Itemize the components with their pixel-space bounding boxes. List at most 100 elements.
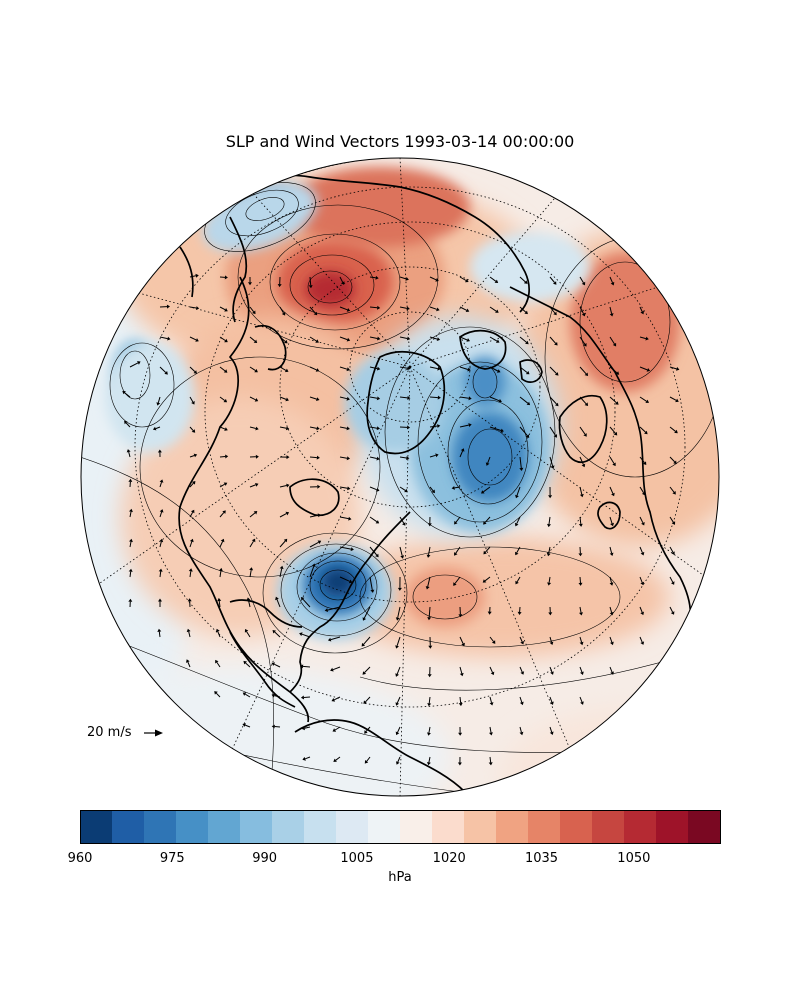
colorbar-cell: [112, 810, 145, 844]
wind-vector-head: [159, 479, 164, 483]
wind-vector-head: [284, 339, 288, 344]
wind-vector-shaft: [579, 486, 583, 495]
wind-vector-shaft: [189, 482, 194, 488]
wind-vector-head: [248, 282, 252, 286]
wind-vector-head: [583, 433, 587, 437]
wind-vector-shaft: [579, 306, 584, 314]
wind-vector-shaft: [519, 366, 528, 373]
wind-vector-head: [152, 426, 157, 431]
wind-vector-shaft: [579, 276, 584, 284]
colorbar-cell: [272, 810, 305, 844]
isobar: [467, 428, 513, 486]
wind-vector-head: [458, 702, 463, 707]
wind-vector-head: [402, 522, 406, 526]
wind-vector-head: [300, 695, 305, 700]
wind-vector-head: [670, 611, 675, 615]
wind-vector-head: [244, 629, 249, 633]
wind-vector-head: [494, 279, 499, 283]
wind-vector-head: [346, 337, 351, 342]
wind-vector-shaft: [249, 426, 256, 429]
wind-vector-head: [458, 732, 463, 736]
wind-vector-shaft: [369, 276, 376, 279]
wind-vector-head: [515, 494, 519, 499]
wind-vector-head: [426, 554, 431, 558]
wind-vector-shaft: [274, 726, 281, 728]
wind-vector-shaft: [245, 662, 251, 668]
wind-vector-shaft: [155, 426, 161, 430]
wind-vector-head: [346, 308, 351, 312]
wind-vector-shaft: [428, 756, 431, 763]
wind-vector-head: [489, 732, 493, 736]
wind-vector-shaft: [188, 631, 191, 638]
wind-vector-head: [642, 461, 647, 465]
wind-vector-head: [553, 281, 557, 285]
wind-vector-shaft: [519, 666, 523, 673]
wind-vector-shaft: [459, 636, 464, 644]
wind-vector-shaft: [309, 541, 319, 548]
wind-vector-head: [299, 632, 303, 637]
wind-vector-head: [361, 642, 366, 647]
wind-vector-head: [580, 701, 584, 705]
wind-vector-head: [186, 628, 191, 633]
wind-vector-head: [375, 487, 380, 492]
wind-vector-head: [612, 342, 617, 347]
isobar: [139, 356, 381, 578]
wind-vector-shaft: [669, 366, 677, 370]
wind-vector-shaft: [549, 426, 556, 436]
reference-vector-label: 20 m/s: [87, 725, 132, 740]
colorbar-cell: [656, 810, 689, 844]
wind-vector-shaft: [249, 336, 256, 342]
wind-vector-head: [675, 398, 679, 403]
wind-vector-shaft: [429, 366, 438, 370]
wind-vector-shaft: [301, 633, 311, 638]
wind-vector-head: [301, 726, 305, 731]
wind-vector-shaft: [309, 514, 319, 518]
wind-vector-shaft: [429, 306, 437, 310]
wind-vector-shaft: [249, 540, 254, 548]
wind-vector-shaft: [365, 696, 371, 703]
wind-vector-shaft: [219, 366, 226, 372]
graticule: [81, 158, 719, 796]
wind-vector-head: [340, 281, 345, 285]
wind-vector-shaft: [309, 426, 317, 429]
coastline-greenland: [366, 350, 446, 455]
wind-vector-shaft: [549, 306, 556, 314]
wind-vector-head: [375, 275, 379, 280]
wind-vector-head: [609, 552, 614, 556]
wind-vector-head: [453, 582, 457, 586]
wind-vector-head: [640, 641, 645, 645]
isobar: [269, 233, 401, 331]
wind-vector-head: [376, 426, 380, 431]
meridian-line: [409, 366, 591, 796]
wind-vector-shaft: [159, 366, 167, 373]
wind-vector-shaft: [309, 366, 317, 371]
wind-vector-head: [427, 703, 432, 707]
wind-vector-head: [671, 551, 675, 555]
wind-vector-shaft: [369, 546, 378, 556]
wind-vector-shaft: [516, 576, 521, 583]
wind-vector-head: [615, 371, 620, 375]
wind-vector-shaft: [639, 606, 643, 613]
wind-vectors: [122, 273, 680, 766]
wind-vector-head: [525, 340, 529, 345]
wind-vector-head: [193, 370, 197, 374]
colorbar-cell: [336, 810, 369, 844]
colorbar-cell: [144, 810, 177, 844]
wind-vector-head: [243, 660, 247, 665]
wind-vector-shaft: [333, 696, 341, 701]
wind-vector-head: [580, 671, 584, 675]
wind-vector-head: [311, 563, 316, 567]
wind-vector-head: [279, 565, 284, 570]
wind-vector-head: [249, 567, 254, 571]
latitude-line: [134, 186, 686, 708]
wind-vector-head: [190, 509, 195, 514]
wind-vector-head: [128, 478, 133, 482]
wind-vector-shaft: [579, 636, 583, 643]
isobar: [447, 399, 529, 505]
wind-vector-head: [519, 467, 524, 471]
wind-vector-head: [164, 371, 168, 375]
wind-vector-shaft: [609, 516, 613, 524]
wind-vector-head: [578, 553, 583, 557]
wind-vector-head: [225, 454, 229, 459]
wind-vector-shaft: [489, 306, 497, 312]
